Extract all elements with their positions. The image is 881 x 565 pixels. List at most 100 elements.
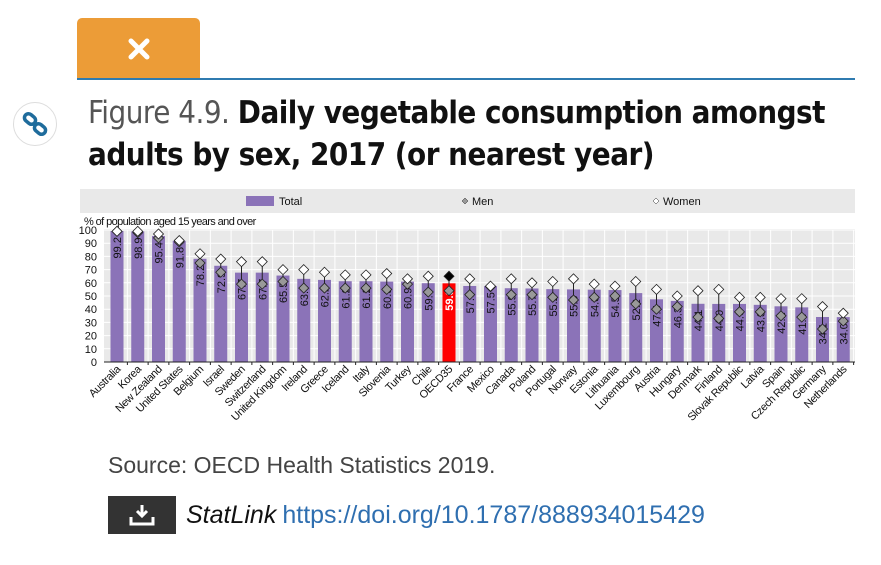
bar-portugal [546, 289, 560, 362]
bar-spain [774, 306, 788, 362]
marker-women [505, 273, 517, 285]
bar-czech-republic [795, 307, 809, 362]
bar-australia [110, 231, 124, 362]
chain-link-icon [22, 111, 48, 137]
marker-men [505, 289, 517, 301]
marker-women [422, 270, 434, 282]
marker-men [671, 300, 683, 313]
data-label: 61.2 [361, 287, 373, 308]
close-tab-button[interactable] [77, 18, 200, 79]
data-label: 59.6 [444, 289, 456, 310]
data-label: 55.7 [527, 294, 539, 315]
marker-women [671, 290, 683, 302]
marker-men [256, 278, 268, 290]
marker-women [588, 278, 600, 290]
data-label: 55.9 [506, 294, 518, 315]
legend-swatch-total [246, 196, 274, 206]
marker-men [650, 303, 663, 315]
legend-label-total: Total [279, 196, 302, 208]
statlink-url[interactable]: https://doi.org/10.1787/888934015429 [282, 500, 705, 529]
marker-men [796, 311, 808, 323]
bar-hungary [670, 300, 684, 362]
statlink: StatLink https://doi.org/10.1787/8889340… [108, 496, 705, 534]
figure-title: Figure 4.9. Daily vegetable consumption … [88, 92, 848, 176]
marker-women [360, 269, 372, 281]
bar-ireland [297, 278, 311, 362]
y-tick-label: 90 [85, 238, 97, 250]
bar-sweden [235, 272, 248, 362]
figure-number: Figure 4.9. [88, 95, 230, 131]
x-tick-label: Latvia [739, 363, 767, 391]
bar-new-zealand [152, 236, 165, 362]
bar-norway [567, 289, 580, 362]
marker-men [754, 306, 766, 318]
data-label: 60.9 [382, 288, 394, 309]
bar-canada [504, 288, 518, 362]
marker-women [567, 273, 580, 285]
marker-women [173, 234, 185, 247]
marker-men [837, 315, 849, 327]
permalink-button[interactable] [13, 102, 57, 146]
marker-women [215, 253, 227, 265]
bar-iceland [338, 281, 352, 362]
marker-women [235, 256, 248, 268]
marker-men [816, 323, 829, 335]
data-label: 78.2 [195, 265, 207, 286]
marker-men [422, 286, 434, 298]
data-label: 46.3 [672, 307, 684, 328]
statlink-label: StatLink [186, 500, 277, 529]
marker-women [609, 280, 621, 292]
marker-men [692, 311, 704, 323]
bar-latvia [753, 304, 767, 362]
bar-chile [421, 283, 435, 362]
marker-women [754, 291, 766, 303]
bar-mexico [484, 286, 497, 362]
data-label: 65.5 [278, 282, 290, 303]
marker-men [567, 294, 580, 306]
bar-france [463, 285, 477, 362]
legend-label-men: Men [472, 196, 493, 208]
bar-italy [359, 281, 373, 362]
marker-men [775, 310, 787, 322]
bar-korea [131, 231, 145, 362]
marker-women [796, 293, 808, 305]
marker-men [215, 266, 227, 278]
data-label: 72.9 [216, 272, 228, 293]
data-label: 54.5 [610, 296, 622, 317]
marker-men [194, 257, 206, 269]
x-icon [128, 38, 149, 59]
download-button[interactable] [108, 496, 176, 534]
bar-austria [650, 299, 663, 362]
marker-men [713, 312, 725, 325]
y-tick-label: 20 [85, 331, 97, 343]
marker-men [277, 275, 289, 288]
y-tick-label: 80 [85, 251, 97, 263]
marker-women [298, 264, 310, 276]
marker-men [339, 282, 351, 294]
marker-men [464, 289, 476, 301]
marker-women [630, 275, 642, 288]
y-tick-label: 100 [79, 225, 97, 237]
marker-men [298, 282, 310, 294]
data-label: 34.0 [838, 323, 850, 344]
marker-women [775, 293, 787, 305]
bar-belgium [193, 258, 207, 362]
marker-women [277, 264, 289, 276]
y-axis-label: % of population aged 15 years and over [84, 216, 257, 228]
data-label: 99.2 [112, 237, 124, 258]
bar-united-states [172, 240, 186, 362]
marker-women [152, 228, 165, 240]
marker-women [318, 266, 331, 278]
legend-marker-men [461, 197, 469, 205]
bar-slovak-republic [733, 303, 746, 362]
data-label: 91.8 [174, 247, 186, 268]
marker-women [733, 291, 746, 303]
marker-women [484, 280, 497, 292]
y-tick-label: 70 [85, 265, 97, 277]
marker-women [816, 300, 829, 313]
y-tick-label: 0 [91, 357, 97, 369]
bar-oecd35 [442, 283, 456, 362]
bar-switzerland [255, 272, 269, 362]
legend-marker-women [652, 197, 660, 205]
